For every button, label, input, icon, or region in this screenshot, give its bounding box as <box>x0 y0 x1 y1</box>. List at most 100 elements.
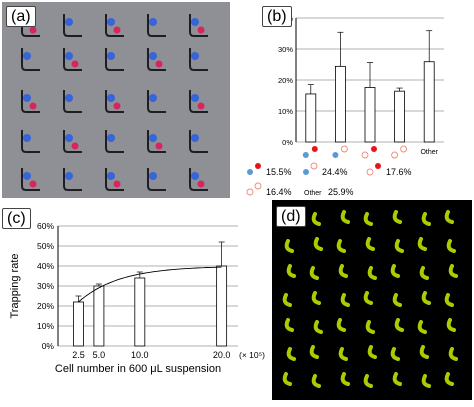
red-cell <box>197 180 205 188</box>
trap <box>21 48 40 71</box>
trap <box>189 130 208 153</box>
trap-outline <box>21 90 40 113</box>
blue-cell <box>65 18 73 26</box>
legend-value: 15.5% <box>266 167 292 177</box>
trap-outline <box>21 14 40 37</box>
fluorescent-cell <box>392 293 402 307</box>
trap-outline <box>189 168 208 191</box>
trapping-rate-chart: 0% 10% 20% 30% 40% 50% 60% 2.5 5.0 10.0 20.0 (× 10⁵… <box>9 221 265 375</box>
trap-outline <box>63 130 82 153</box>
trap-outline <box>189 90 208 113</box>
bar <box>364 87 376 143</box>
blue-cell <box>23 52 31 60</box>
trap <box>147 48 166 71</box>
trap <box>189 14 208 37</box>
fluorescence-panel-d: (d) <box>272 200 472 400</box>
fluorescent-cell <box>448 264 458 278</box>
blue-cell <box>65 94 73 102</box>
fluorescent-cell <box>284 318 294 332</box>
panel-a-label: (a) <box>6 6 36 27</box>
legend-label: Other <box>304 190 322 197</box>
legend-value: 24.4% <box>322 167 348 177</box>
y-tick-label: 60% <box>37 221 54 231</box>
fluorescent-cell <box>309 266 319 280</box>
fluorescent-cell <box>282 372 292 386</box>
blue-cell <box>65 52 73 60</box>
trap <box>105 90 124 113</box>
category-symbol <box>400 145 408 153</box>
trap-outline <box>105 48 124 71</box>
x-tick-label: 20.0 <box>213 350 231 360</box>
trap <box>147 168 166 191</box>
trap <box>21 130 40 153</box>
fluorescent-cell <box>311 291 321 305</box>
chart-panel-b: 0%10%20%30%40%Other15.5%24.4%17.6%16.4%O… <box>238 0 474 200</box>
y-tick-label: 50% <box>37 241 54 251</box>
fluorescent-cell <box>367 345 377 359</box>
trap <box>105 14 124 37</box>
trap <box>105 48 124 71</box>
y-tick-label: 0% <box>42 341 55 351</box>
category-symbol <box>361 151 369 159</box>
trap-outline <box>189 14 208 37</box>
fluorescence-image <box>282 210 458 388</box>
legend-value: 16.4% <box>266 187 292 197</box>
blue-cell <box>191 52 199 60</box>
fluorescent-cell <box>417 320 427 334</box>
fluorescent-cell <box>417 237 427 251</box>
x-tick-label: 2.5 <box>72 350 85 360</box>
fluorescent-cell <box>340 210 350 224</box>
fluorescent-cell <box>367 266 377 280</box>
x-axis-label: Cell number in 600 μL suspension <box>55 363 221 375</box>
fluorescent-cell <box>309 345 319 359</box>
fluorescent-cell <box>421 291 431 305</box>
fluorescent-cell <box>313 320 323 334</box>
red-cell <box>197 26 205 34</box>
fluorescent-cell <box>419 345 429 359</box>
legend-symbol <box>254 182 262 190</box>
fluorescent-cell <box>390 264 400 278</box>
red-cell <box>71 60 79 68</box>
fluorescent-cell <box>394 318 404 332</box>
bar <box>305 93 317 143</box>
bar <box>423 61 435 143</box>
trap <box>63 130 82 153</box>
fluorescent-cell <box>286 264 296 278</box>
fluorescent-cell <box>311 374 321 388</box>
fluorescent-cell <box>336 318 346 332</box>
red-cell <box>155 142 163 150</box>
red-cell <box>155 60 163 68</box>
y-tick-label: 20% <box>37 301 54 311</box>
bar <box>335 65 346 143</box>
fluorescent-cell <box>365 237 375 251</box>
fluorescent-cell <box>444 372 454 386</box>
legend-symbol <box>246 188 254 196</box>
y-axis-label: Trapping rate <box>9 253 21 318</box>
blue-cell <box>191 18 199 26</box>
trap <box>63 14 82 37</box>
trap-array-image <box>21 14 208 191</box>
fluorescent-cell <box>311 212 321 226</box>
trap <box>189 48 208 71</box>
y-tick-label: 0% <box>282 138 293 147</box>
trap <box>147 14 166 37</box>
fluorescent-cell <box>419 266 429 280</box>
trap-outline <box>147 168 166 191</box>
fluorescent-cell <box>446 239 456 253</box>
fluorescent-cell <box>340 372 350 386</box>
trap-outline <box>21 130 40 153</box>
fluorescent-cell <box>363 374 373 388</box>
blue-cell <box>23 172 31 180</box>
trap-outline <box>63 14 82 37</box>
red-cell <box>113 180 121 188</box>
trap-outline <box>147 130 166 153</box>
blue-cell <box>23 94 31 102</box>
y-tick-label: 30% <box>278 45 293 54</box>
legend-value: 17.6% <box>386 167 412 177</box>
blue-cell <box>149 172 157 180</box>
legend-symbol <box>366 168 374 176</box>
trap-outline <box>63 90 82 113</box>
red-cell <box>29 26 37 34</box>
fluorescent-cell <box>286 347 296 361</box>
blue-cell <box>107 172 115 180</box>
